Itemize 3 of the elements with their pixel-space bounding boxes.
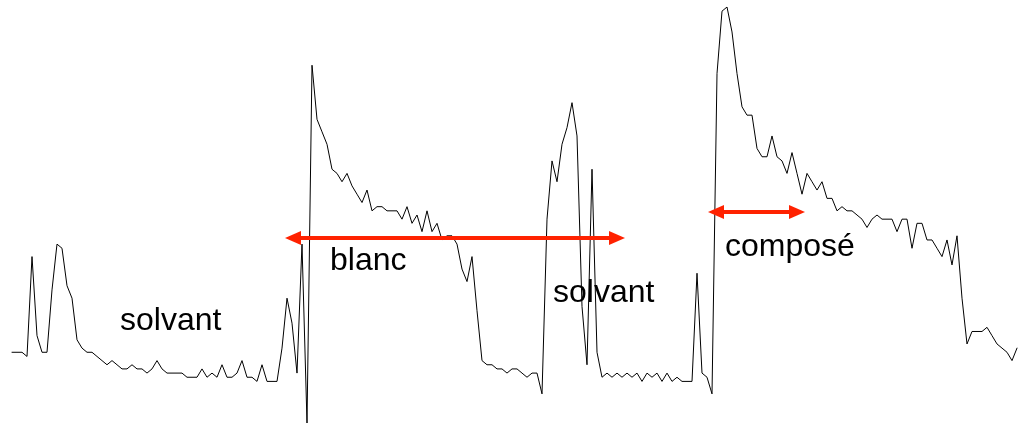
annotation: solvant (120, 301, 222, 337)
annotation: composé (725, 227, 855, 263)
annotation: blanc (330, 241, 407, 277)
